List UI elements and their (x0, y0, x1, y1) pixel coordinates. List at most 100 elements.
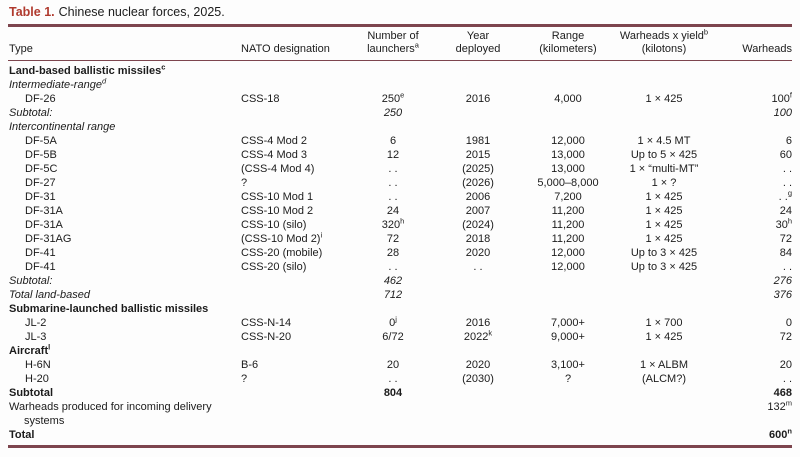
table-row: DF-27? . . (2026) 5,000–8,000 1 × ? . . (8, 176, 792, 190)
cell-type: Land-based ballistic missilesc (9, 62, 166, 77)
cell-warheads: . .g (778, 188, 792, 203)
cell-yield: 1 × 425 (645, 219, 683, 231)
cell-yield: Up to 5 × 425 (630, 149, 698, 161)
cell-launchers: 12 (386, 149, 400, 161)
cell-range: 7,200 (554, 191, 582, 203)
cell-launchers: 0j (389, 314, 397, 329)
cell-range: 11,200 (551, 205, 585, 217)
table-body: Land-based ballistic missilesc Intermedia… (8, 61, 792, 443)
cell-type: Intermediate-ranged (9, 76, 107, 91)
cell-type: DF-26 (25, 93, 56, 105)
cell-yield (608, 106, 720, 120)
cell-range: 5,000–8,000 (537, 177, 599, 189)
footnote-marker: a (414, 40, 419, 50)
cell-year: . . (473, 261, 483, 273)
cell-range: ? (564, 373, 572, 385)
footnote-marker: i (320, 230, 323, 240)
cell-type: Subtotal: (9, 107, 53, 119)
table-row: DF-31 CSS-10 Mod 1 . . 2006 7,200 1 × 425 . .g (8, 188, 792, 204)
cell-yield: Up to 3 × 425 (630, 247, 698, 259)
cell-nato: (CSS-4 Mod 4) (241, 163, 315, 175)
table-row: DF-5B CSS-4 Mod 3 12 2015 13,000 Up to 5 × 42… (8, 148, 792, 162)
cell-range (528, 78, 608, 92)
cell-warheads: 30h (775, 216, 792, 231)
cell-type: JL-2 (25, 317, 47, 329)
cell-warheads: 84 (779, 247, 792, 259)
column-header-launchers: Number of launchersa (358, 27, 428, 61)
cell-launchers (358, 120, 428, 134)
cell-range: 9,000+ (551, 331, 585, 343)
cell-yield (608, 120, 720, 134)
cell-type: DF-41 (25, 261, 56, 273)
table-row: H-6N B-6 20 2020 3,100+ 1 × ALBM 20 (8, 358, 792, 372)
cell-range (528, 302, 608, 316)
cell-year (428, 106, 528, 120)
footnote-marker: m (785, 398, 792, 408)
cell-nato: CSS-N-14 (241, 317, 292, 329)
cell-launchers: . . (388, 163, 398, 175)
cell-warheads: . . (782, 373, 792, 385)
cell-launchers: 24 (386, 205, 400, 217)
cell-year: (2024) (462, 219, 494, 231)
cell-year (428, 386, 528, 400)
cell-warheads: . . (782, 261, 792, 273)
cell-yield: 1 × 700 (645, 317, 683, 329)
cell-range: 13,000 (551, 149, 585, 161)
table-row: Intermediate-ranged (8, 76, 792, 92)
cell-year (428, 61, 528, 79)
footnote-marker: h (400, 216, 405, 226)
cell-yield (608, 302, 720, 316)
cell-warheads (720, 344, 792, 358)
cell-launchers: 6/72 (382, 331, 404, 343)
cell-year (428, 344, 528, 358)
cell-launchers: 250 (383, 107, 403, 119)
cell-nato: B-6 (241, 359, 259, 371)
cell-launchers: 250e (381, 90, 405, 105)
cell-year: 2007 (465, 205, 491, 217)
footnote-marker: d (101, 76, 107, 86)
cell-launchers: 320h (381, 216, 405, 231)
cell-nato: CSS-20 (silo) (241, 261, 307, 273)
cell-nato (241, 78, 358, 92)
table-row: Subtotal: 462 276 (8, 274, 792, 288)
table-row: DF-5A CSS-4 Mod 2 6 1981 12,000 1 × 4.5 MT 6 (8, 134, 792, 148)
cell-warheads: 24 (779, 205, 792, 217)
cell-range (528, 400, 608, 428)
cell-year: 2006 (465, 191, 491, 203)
section-row: Land-based ballistic missilesc (8, 61, 792, 79)
table-row: JL-2 CSS-N-14 0j 2016 7,000+ 1 × 700 0 (8, 314, 792, 330)
cell-type: DF-5A (25, 135, 57, 147)
cell-nato: ? (241, 373, 248, 385)
cell-yield: (ALCM?) (641, 373, 686, 385)
cell-warheads: 72 (779, 233, 792, 245)
footnote-marker: f (789, 90, 792, 100)
cell-warheads (720, 61, 792, 79)
table-number-label: Table 1. (9, 5, 55, 19)
cell-nato (241, 61, 358, 79)
cell-type: DF-31 (25, 191, 56, 203)
cell-launchers: 72 (386, 233, 400, 245)
column-header-range: Range (kilometers) (528, 27, 608, 61)
column-header-warheads: Warheads (720, 27, 792, 61)
cell-warheads: 72 (779, 331, 792, 343)
cell-type: Subtotal: (9, 275, 53, 287)
cell-nato (241, 106, 358, 120)
footnote-marker: b (703, 27, 709, 37)
cell-launchers: . . (388, 177, 398, 189)
cell-yield (608, 288, 720, 302)
cell-yield (608, 78, 720, 92)
cell-year (428, 78, 528, 92)
cell-range (528, 274, 608, 288)
cell-yield: 1 × 425 (645, 331, 683, 343)
table-row: Warheads produced for incoming delivery s… (8, 398, 792, 428)
table-row: DF-5C (CSS-4 Mod 4) . . (2025) 13,000 1 × “mu… (8, 162, 792, 176)
cell-type: Total land-based (9, 289, 90, 301)
cell-nato: CSS-N-20 (241, 331, 292, 343)
cell-yield: 1 × “multi-MT” (629, 163, 699, 175)
cell-type: DF-41 (25, 247, 56, 259)
cell-year: (2030) (462, 373, 494, 385)
table-row: Total land-based 712 376 (8, 288, 792, 302)
cell-yield: 1 × 425 (645, 233, 683, 245)
cell-nato: CSS-18 (241, 93, 280, 105)
cell-launchers: 712 (383, 289, 403, 301)
